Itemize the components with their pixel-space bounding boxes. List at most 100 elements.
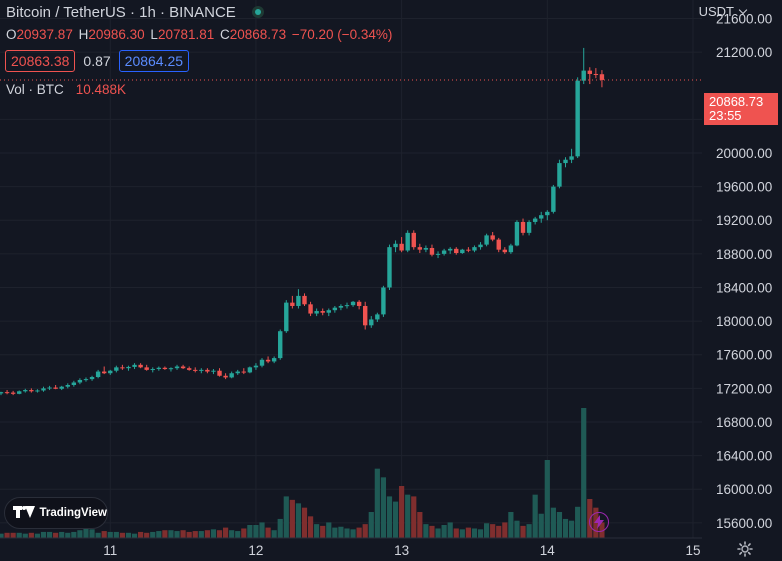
symbol-title[interactable]: Bitcoin / TetherUS · 1h · BINANCE [6, 4, 236, 21]
volume-bar [429, 525, 435, 538]
candle [162, 366, 168, 370]
volume-bar [484, 523, 490, 538]
volume-bar [532, 494, 538, 538]
volume-bar [168, 530, 174, 538]
volume-bar [289, 499, 295, 538]
candle-body [502, 249, 508, 253]
volume-bar [307, 516, 314, 538]
candle [290, 295, 295, 309]
symbol-header[interactable]: Bitcoin / TetherUS · 1h · BINANCE [6, 4, 264, 21]
candle [271, 356, 277, 364]
price-tick-label: 15600.00 [716, 516, 772, 531]
volume-bar [496, 525, 502, 538]
candle [186, 366, 192, 371]
candle-body [278, 331, 283, 359]
volume-legend[interactable]: Vol · BTC 10.488K [6, 82, 126, 97]
candle-body [296, 295, 301, 306]
gear-icon[interactable] [737, 541, 753, 557]
candle [375, 312, 380, 322]
volume-bar [581, 408, 587, 538]
candle [193, 367, 198, 373]
high-key: H [78, 27, 89, 42]
volume-bar [65, 532, 71, 538]
volume-bar [247, 525, 253, 538]
volume-bar [471, 528, 478, 538]
volume-bar [526, 524, 532, 538]
candle-body [284, 302, 289, 332]
candle-body [156, 367, 162, 370]
lightning-icon[interactable] [589, 512, 609, 532]
volume-bar [253, 525, 259, 538]
tradingview-logo-icon [13, 506, 35, 520]
candle [71, 380, 77, 387]
candle-body [350, 301, 356, 306]
volume-bar [16, 532, 22, 538]
candle-body [271, 358, 277, 362]
price-tick-label: 19600.00 [716, 180, 772, 195]
volume-bar [95, 532, 101, 538]
candle [174, 364, 180, 370]
candle [265, 356, 271, 364]
sell-button[interactable]: 20863.38 [5, 50, 76, 72]
volume-bar [368, 512, 374, 538]
candle [423, 245, 429, 253]
volume-bar [392, 501, 399, 538]
candle [441, 248, 447, 256]
candle [381, 285, 386, 317]
trade-buttons: 20863.38 0.87 20864.25 [5, 50, 190, 72]
price-axis[interactable]: 15600.00 16000.00 16400.00 16800.00 17200.00… [716, 11, 772, 530]
volume-bar [562, 518, 569, 538]
candle [126, 365, 131, 371]
time-tick-label: 11 [103, 543, 117, 558]
volume-bar [107, 531, 113, 538]
low-value: 20781.81 [157, 27, 215, 42]
candle [338, 304, 344, 311]
candle [278, 329, 283, 360]
candle-body [399, 243, 404, 251]
price-tick-label: 17600.00 [716, 348, 772, 363]
candle [369, 316, 374, 328]
time-axis[interactable]: 11 12 13 14 15 [103, 543, 700, 558]
candle-body [393, 243, 398, 248]
currency-selector[interactable]: USDT [699, 4, 748, 19]
volume-bar [356, 527, 362, 538]
candle-body [174, 366, 180, 369]
volume-bar [283, 496, 289, 538]
ohlc-legend: O20937.87 H20986.30 L20781.81 C20868.73 … [6, 27, 394, 42]
candle [217, 368, 222, 377]
open-key: O [6, 27, 17, 42]
volume-bar [508, 512, 514, 538]
candle-body [302, 295, 307, 305]
candle-body [229, 373, 234, 378]
candle [514, 220, 520, 247]
buy-button[interactable]: 20864.25 [118, 50, 190, 72]
candle [344, 302, 350, 309]
candle [466, 247, 471, 253]
last-price-value: 20868.73 [709, 94, 764, 109]
candle [545, 210, 550, 221]
volume-bar [417, 512, 423, 538]
candle-body [545, 211, 550, 216]
candle-body [114, 367, 119, 371]
time-tick-label: 14 [540, 543, 556, 558]
tradingview-badge[interactable]: TradingView [4, 497, 108, 529]
volume-bar [259, 522, 265, 538]
candle [223, 373, 228, 380]
volume-bar [89, 529, 95, 538]
volume-bar [186, 531, 192, 538]
volume-bar [113, 531, 119, 538]
volume-bar [119, 532, 125, 538]
price-tick-label: 18800.00 [716, 247, 772, 262]
candle [326, 308, 331, 317]
candle-body [223, 375, 228, 378]
volume-bar [350, 529, 356, 538]
candle [89, 375, 95, 381]
candle-body [344, 305, 350, 307]
candle [150, 367, 155, 373]
candle-body [77, 379, 83, 383]
volume-bar [192, 531, 198, 538]
candle-body [326, 310, 331, 313]
spread-value: 0.87 [83, 53, 111, 69]
candle [356, 300, 362, 310]
